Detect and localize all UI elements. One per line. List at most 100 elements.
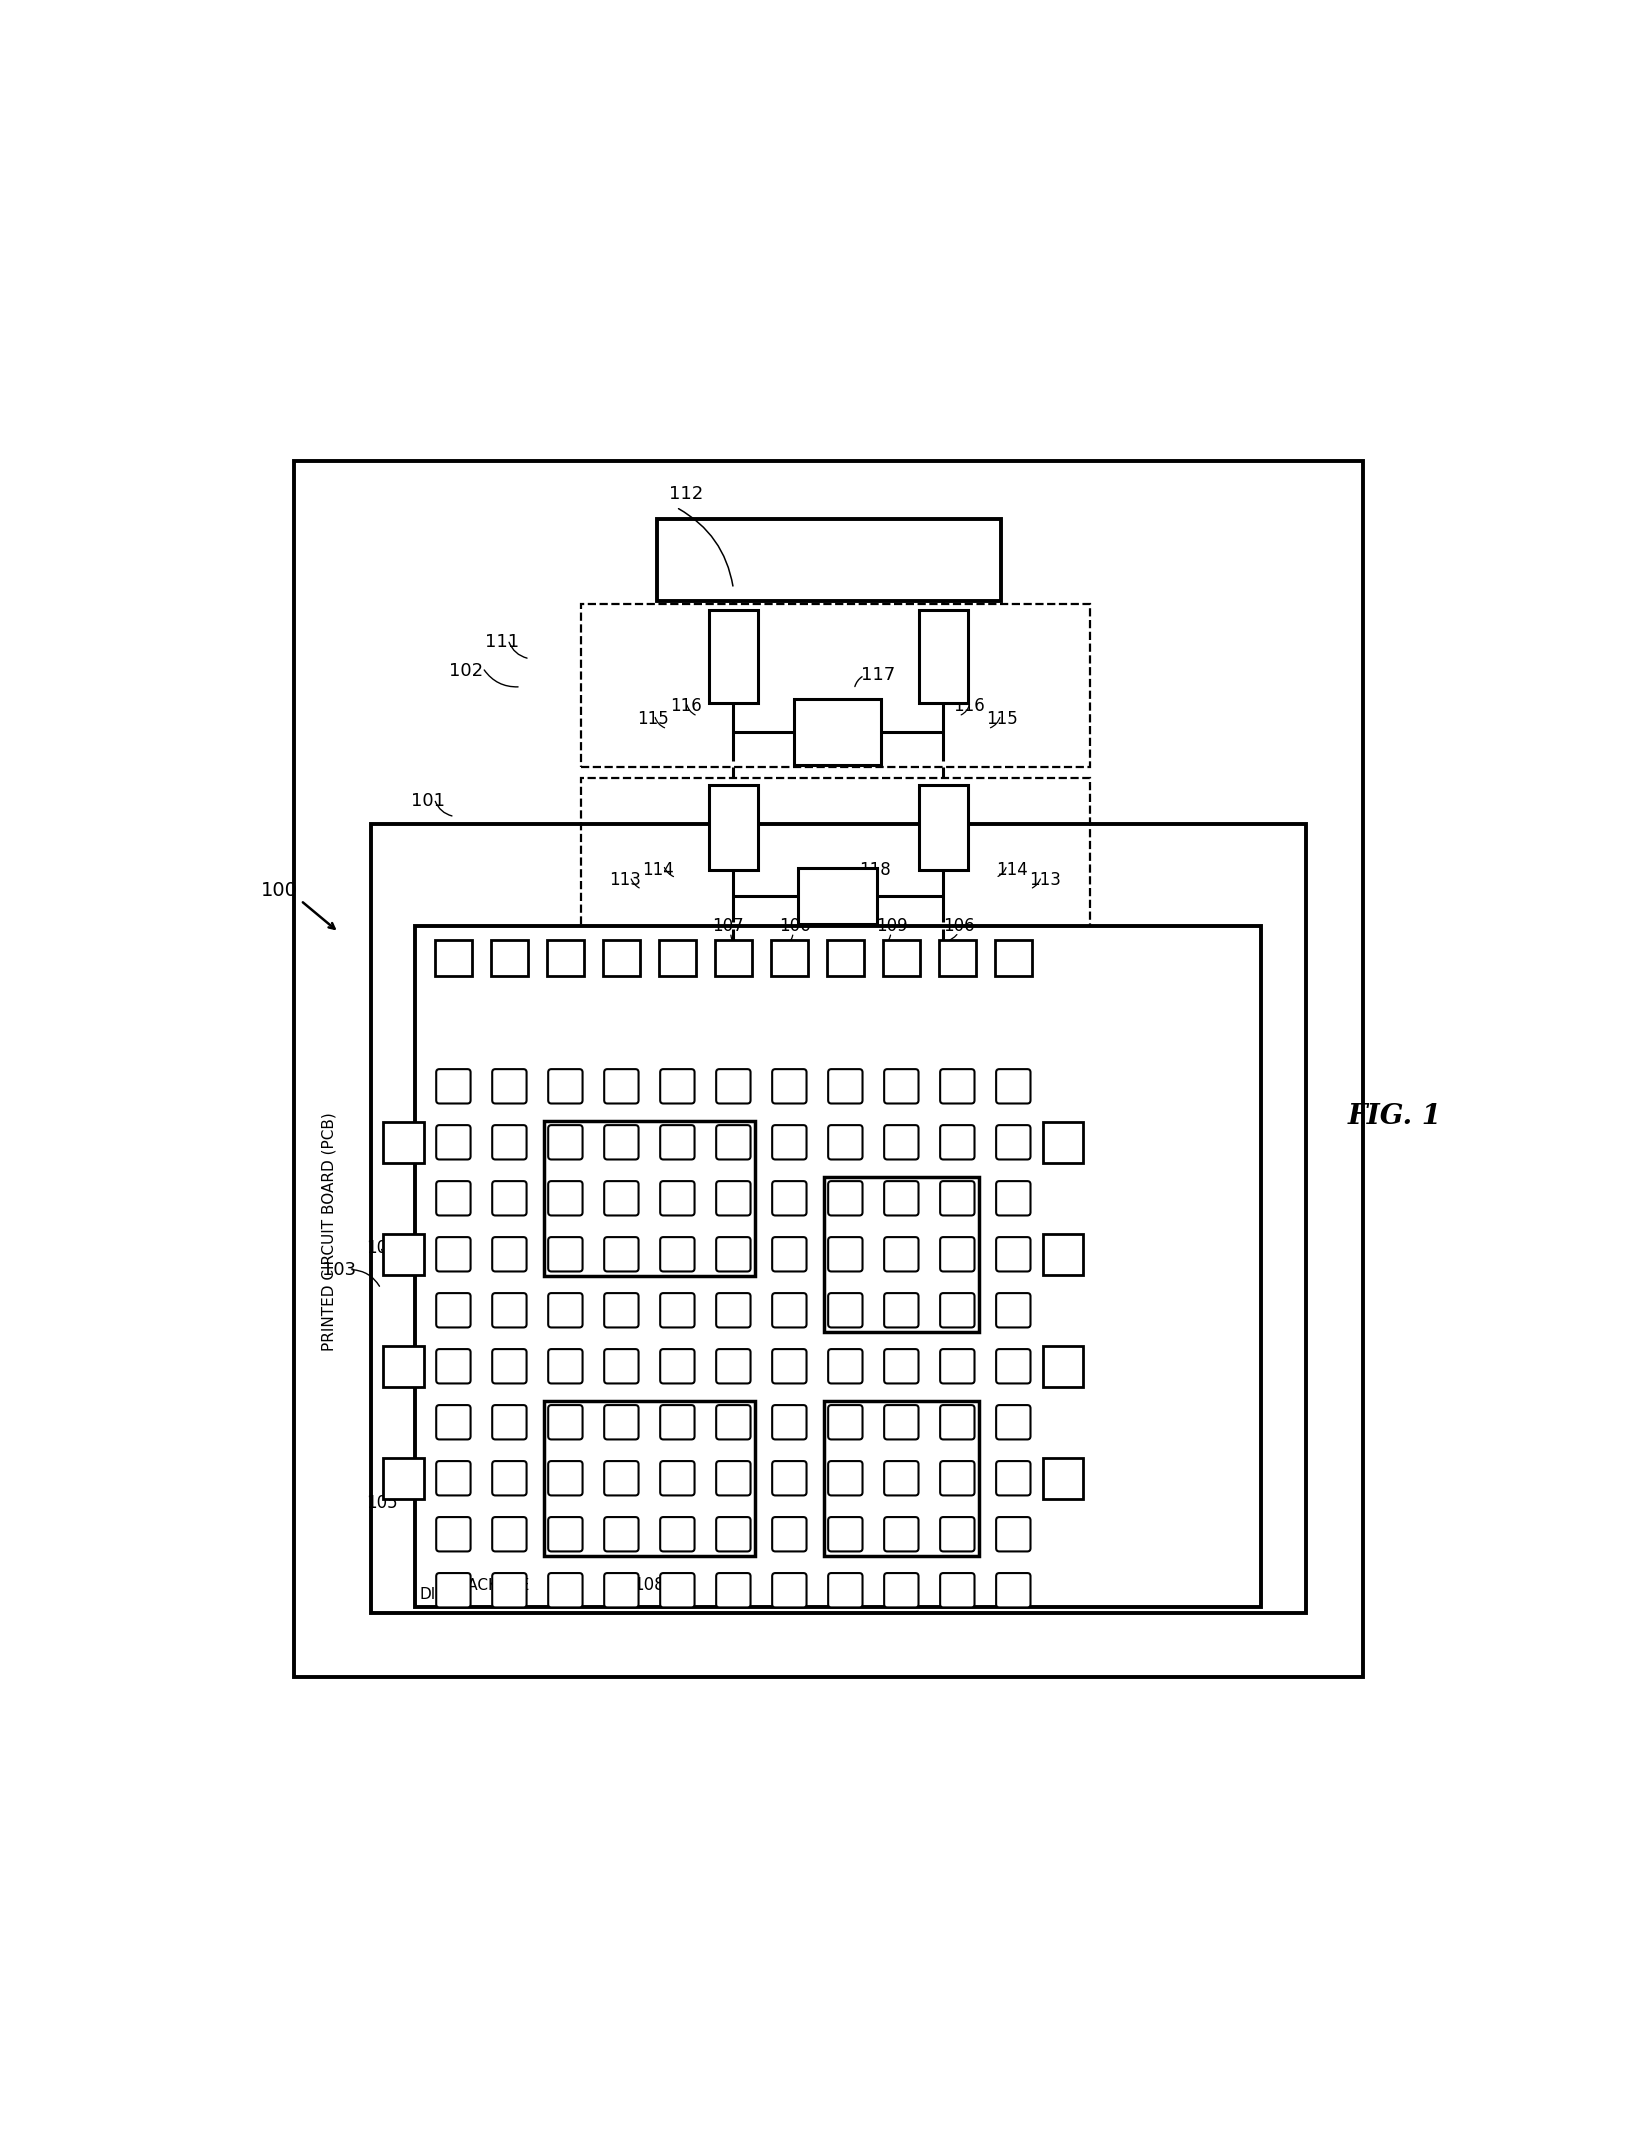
FancyBboxPatch shape: [548, 1181, 583, 1215]
Text: 114: 114: [642, 861, 675, 880]
FancyBboxPatch shape: [437, 1181, 471, 1215]
FancyBboxPatch shape: [493, 1126, 527, 1160]
Bar: [995, 940, 1031, 976]
FancyBboxPatch shape: [828, 1572, 862, 1608]
FancyBboxPatch shape: [604, 1350, 639, 1384]
Bar: [384, 1235, 424, 1275]
Text: 106: 106: [778, 916, 810, 936]
Bar: [920, 784, 967, 869]
FancyBboxPatch shape: [883, 1237, 918, 1271]
Bar: [709, 784, 757, 869]
FancyBboxPatch shape: [660, 1350, 695, 1384]
FancyBboxPatch shape: [660, 1181, 695, 1215]
Text: 101: 101: [410, 792, 445, 810]
FancyBboxPatch shape: [828, 1461, 862, 1495]
FancyBboxPatch shape: [548, 1517, 583, 1551]
Text: 108: 108: [634, 1576, 665, 1593]
FancyBboxPatch shape: [883, 1350, 918, 1384]
FancyBboxPatch shape: [493, 1181, 527, 1215]
FancyBboxPatch shape: [772, 1517, 806, 1551]
Bar: [828, 940, 864, 976]
FancyBboxPatch shape: [548, 1405, 583, 1440]
Bar: [547, 940, 583, 976]
FancyBboxPatch shape: [772, 1405, 806, 1440]
Bar: [435, 940, 471, 976]
FancyBboxPatch shape: [716, 1126, 750, 1160]
FancyBboxPatch shape: [548, 1572, 583, 1608]
FancyBboxPatch shape: [437, 1572, 471, 1608]
FancyBboxPatch shape: [437, 1517, 471, 1551]
Bar: [716, 940, 752, 976]
Text: 102: 102: [448, 662, 483, 681]
FancyBboxPatch shape: [828, 1181, 862, 1215]
Text: 115: 115: [985, 709, 1018, 728]
FancyBboxPatch shape: [660, 1405, 695, 1440]
Bar: [709, 611, 757, 703]
FancyBboxPatch shape: [941, 1237, 974, 1271]
FancyBboxPatch shape: [941, 1070, 974, 1104]
FancyBboxPatch shape: [660, 1517, 695, 1551]
Bar: [384, 1121, 424, 1162]
Text: 116: 116: [670, 696, 703, 716]
FancyBboxPatch shape: [883, 1070, 918, 1104]
Text: 113: 113: [1030, 871, 1061, 889]
FancyBboxPatch shape: [828, 1292, 862, 1326]
Text: 113: 113: [609, 871, 640, 889]
FancyBboxPatch shape: [772, 1237, 806, 1271]
FancyBboxPatch shape: [772, 1181, 806, 1215]
Text: 109: 109: [877, 916, 908, 936]
Text: 106: 106: [943, 916, 974, 936]
FancyBboxPatch shape: [716, 1572, 750, 1608]
FancyBboxPatch shape: [941, 1350, 974, 1384]
Text: 112: 112: [670, 485, 703, 504]
Bar: [415, 927, 1261, 1606]
FancyBboxPatch shape: [716, 1517, 750, 1551]
FancyBboxPatch shape: [772, 1292, 806, 1326]
FancyBboxPatch shape: [941, 1126, 974, 1160]
Bar: [824, 1401, 979, 1555]
FancyBboxPatch shape: [828, 1350, 862, 1384]
FancyBboxPatch shape: [772, 1070, 806, 1104]
Text: 115: 115: [637, 709, 668, 728]
FancyBboxPatch shape: [604, 1237, 639, 1271]
FancyBboxPatch shape: [493, 1517, 527, 1551]
FancyBboxPatch shape: [660, 1237, 695, 1271]
Bar: [1043, 1346, 1084, 1386]
FancyBboxPatch shape: [883, 1517, 918, 1551]
FancyBboxPatch shape: [493, 1292, 527, 1326]
Bar: [371, 824, 1305, 1613]
Text: PACKAGE: PACKAGE: [460, 1579, 530, 1593]
FancyBboxPatch shape: [828, 1070, 862, 1104]
FancyBboxPatch shape: [437, 1350, 471, 1384]
FancyBboxPatch shape: [604, 1572, 639, 1608]
FancyBboxPatch shape: [941, 1292, 974, 1326]
Bar: [939, 940, 975, 976]
Bar: [1043, 1235, 1084, 1275]
FancyBboxPatch shape: [493, 1350, 527, 1384]
FancyBboxPatch shape: [772, 1126, 806, 1160]
FancyBboxPatch shape: [437, 1126, 471, 1160]
Text: FIG. 1: FIG. 1: [1348, 1104, 1442, 1130]
Bar: [491, 940, 527, 976]
Bar: [798, 867, 877, 925]
FancyBboxPatch shape: [493, 1405, 527, 1440]
FancyBboxPatch shape: [941, 1405, 974, 1440]
FancyBboxPatch shape: [997, 1292, 1031, 1326]
FancyBboxPatch shape: [493, 1237, 527, 1271]
FancyBboxPatch shape: [716, 1350, 750, 1384]
FancyBboxPatch shape: [716, 1292, 750, 1326]
FancyBboxPatch shape: [883, 1461, 918, 1495]
FancyBboxPatch shape: [772, 1461, 806, 1495]
Text: 104: 104: [366, 1239, 397, 1256]
FancyBboxPatch shape: [493, 1070, 527, 1104]
Bar: [581, 778, 1090, 929]
Bar: [883, 940, 920, 976]
FancyBboxPatch shape: [883, 1572, 918, 1608]
Bar: [772, 940, 808, 976]
FancyBboxPatch shape: [548, 1126, 583, 1160]
Text: 117: 117: [860, 666, 895, 684]
FancyBboxPatch shape: [883, 1292, 918, 1326]
Text: 116: 116: [952, 696, 985, 716]
FancyBboxPatch shape: [548, 1292, 583, 1326]
FancyBboxPatch shape: [548, 1350, 583, 1384]
